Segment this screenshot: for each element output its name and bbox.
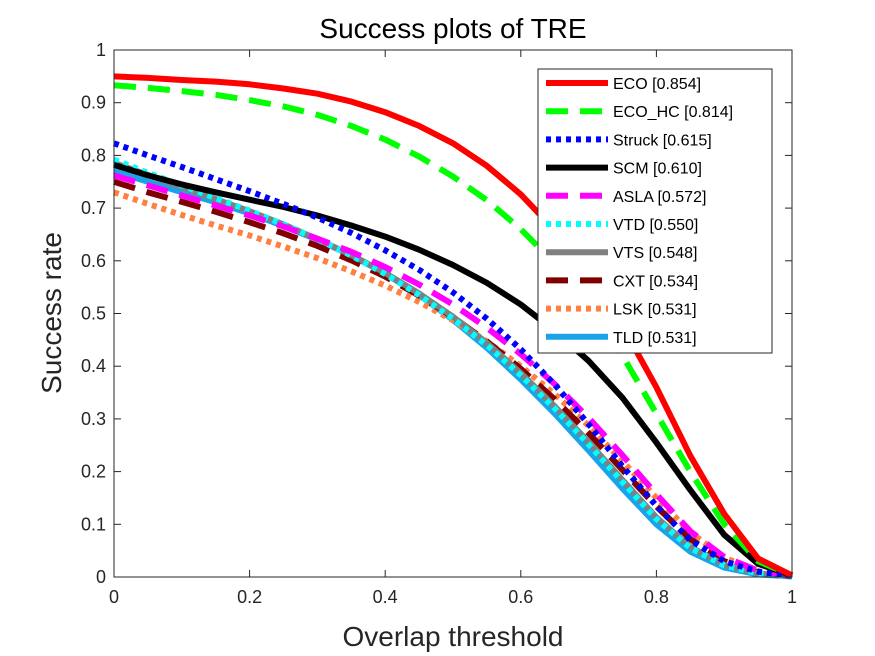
x-tick-label: 0.8 bbox=[644, 587, 669, 607]
series-line-vtd bbox=[112, 156, 793, 580]
legend-label: Struck [0.615] bbox=[613, 132, 712, 149]
series-layer bbox=[112, 73, 794, 580]
legend-label: VTD [0.550] bbox=[613, 217, 698, 234]
y-tick-label: 0.7 bbox=[81, 198, 106, 218]
x-axis-label: Overlap threshold bbox=[342, 621, 563, 652]
y-tick-label: 0.8 bbox=[81, 145, 106, 165]
y-tick-label: 1 bbox=[96, 40, 106, 60]
y-axis-label: Success rate bbox=[36, 232, 67, 394]
legend: ECO [0.854] ECO_HC [0.814] Struck [0.615] S… bbox=[537, 68, 773, 354]
series-line-struck bbox=[112, 140, 793, 579]
legend-label: TLD [0.531] bbox=[613, 330, 697, 347]
legend-label: SCM [0.610] bbox=[613, 161, 702, 178]
x-tick-label: 1 bbox=[787, 587, 797, 607]
y-tick-label: 0.6 bbox=[81, 251, 106, 271]
legend-label: ECO [0.854] bbox=[613, 76, 701, 93]
x-tick-label: 0.4 bbox=[373, 587, 398, 607]
x-tick-label: 0.6 bbox=[508, 587, 533, 607]
series-line-scm bbox=[113, 162, 793, 579]
x-tick-label: 0 bbox=[109, 587, 119, 607]
tick-layer: 0 0.2 0.4 0.6 0.8 1 0 0.1 0.2 0.3 0.4 0.5 0.6 0.7 0.8 0… bbox=[81, 40, 797, 607]
x-tick-label: 0.2 bbox=[237, 587, 262, 607]
series-line-asla bbox=[113, 172, 793, 579]
legend-label: LSK [0.531] bbox=[613, 302, 697, 319]
legend-label: CXT [0.534] bbox=[613, 273, 698, 290]
series-line-eco bbox=[113, 73, 794, 579]
legend-label: VTS [0.548] bbox=[613, 245, 698, 262]
series-line-cxt bbox=[113, 178, 793, 580]
legend-label: ASLA [0.572] bbox=[613, 189, 706, 206]
legend-label: ECO_HC [0.814] bbox=[613, 104, 733, 121]
y-tick-label: 0 bbox=[96, 567, 106, 587]
series-line-eco-hc bbox=[113, 82, 794, 579]
chart-title: Success plots of TRE bbox=[319, 13, 586, 44]
y-tick-label: 0.1 bbox=[81, 514, 106, 534]
y-tick-label: 0.2 bbox=[81, 462, 106, 482]
y-tick-label: 0.9 bbox=[81, 93, 106, 113]
y-tick-label: 0.4 bbox=[81, 356, 106, 376]
y-tick-label: 0.5 bbox=[81, 304, 106, 324]
y-tick-label: 0.3 bbox=[81, 409, 106, 429]
